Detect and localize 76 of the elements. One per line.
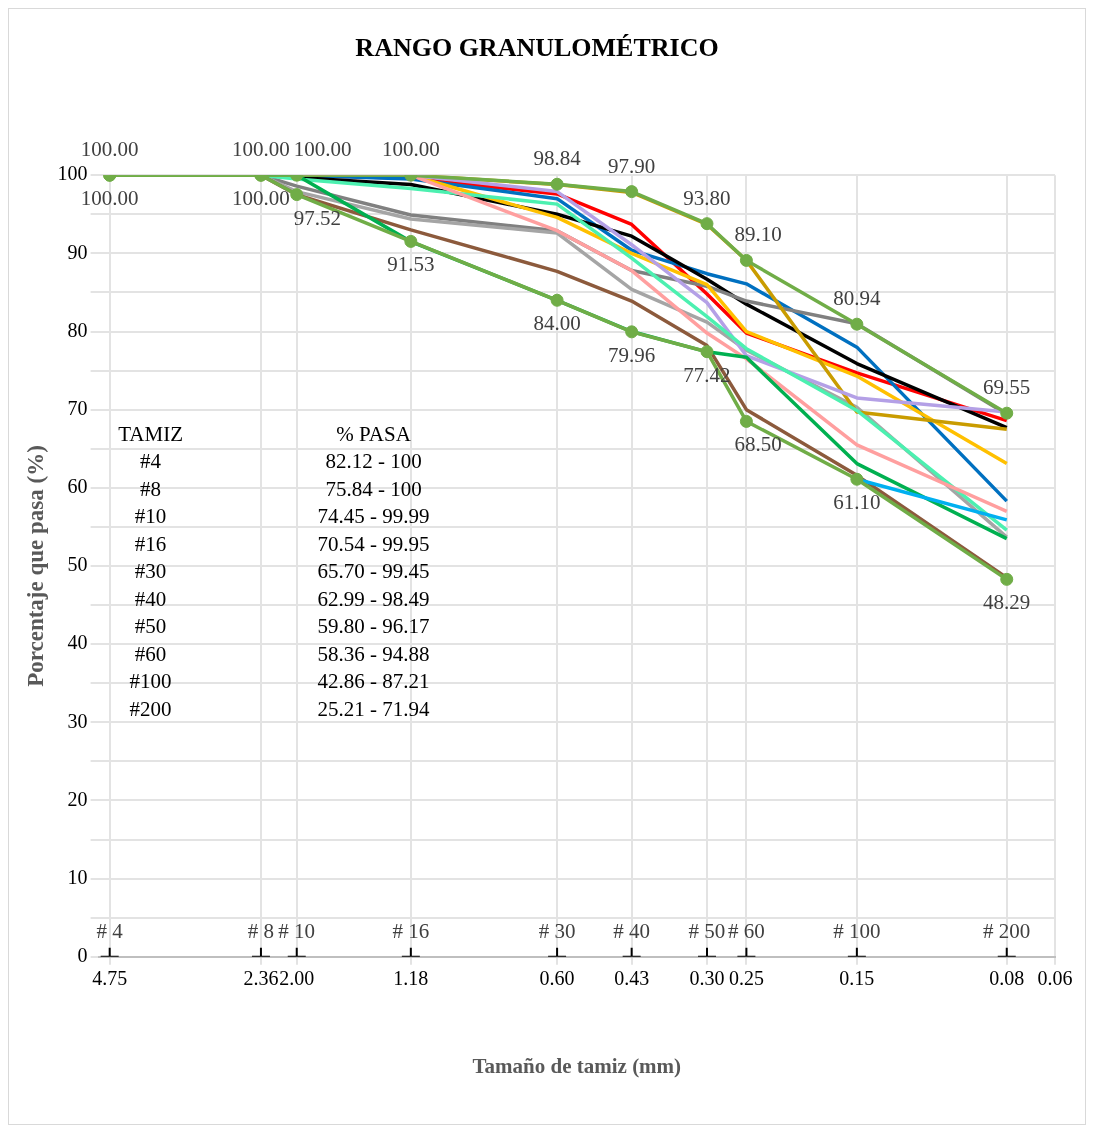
y-tick-label: 100 [57, 162, 88, 185]
annotation: #8 [140, 476, 162, 501]
data-label: 100.00 [232, 186, 290, 211]
annotation: # 4 [96, 918, 124, 943]
annotation: 42.86 - 87.21 [317, 669, 430, 694]
data-label: 80.94 [833, 286, 881, 311]
annotation: # 30 [538, 918, 576, 943]
data-label: 100.00 [381, 137, 440, 162]
x-tick-label: 0.25 [728, 967, 764, 990]
annotation: 25.21 - 71.94 [317, 696, 431, 721]
data-label: 97.52 [293, 205, 342, 230]
data-label: 84.00 [533, 311, 581, 336]
annotation: # 10 [278, 918, 316, 943]
x-tick-label: 0.43 [614, 967, 650, 990]
annotation: 59.80 - 96.17 [317, 614, 430, 639]
y-tick-label: 40 [67, 631, 88, 654]
data-label: 89.10 [734, 222, 782, 247]
y-tick-label: 80 [67, 318, 88, 341]
annotation: # 8 [247, 918, 275, 943]
annotation: 74.45 - 99.99 [317, 504, 430, 529]
y-tick-label: 30 [67, 709, 88, 732]
y-tick-label: 60 [67, 475, 88, 498]
chart-title: RANGO GRANULOMÉTRICO [355, 33, 719, 63]
annotation: #100 [129, 669, 172, 694]
annotation: 58.36 - 94.88 [317, 641, 430, 666]
annotation: #10 [134, 504, 167, 529]
x-axis-title: Tamaño de tamiz (mm) [472, 1053, 682, 1078]
data-label: 100.00 [80, 137, 139, 162]
data-label: 91.53 [387, 252, 435, 277]
annotation: #200 [129, 696, 172, 721]
x-tick-label: 0.15 [839, 967, 875, 990]
annotation: 62.99 - 98.49 [317, 586, 430, 611]
annotation: #50 [134, 614, 167, 639]
x-tick-label: 2.36 [243, 967, 279, 990]
y-tick-label: 50 [67, 553, 88, 576]
annotation: 70.54 - 99.95 [317, 531, 430, 556]
x-tick-label: 0.60 [539, 967, 575, 990]
annotation: # 60 [728, 918, 765, 943]
x-tick-label: 0.30 [689, 967, 725, 990]
y-tick-label: 0 [77, 944, 88, 967]
data-label: 97.90 [608, 153, 656, 178]
data-label: 79.96 [608, 342, 656, 367]
data-label: 98.84 [533, 146, 582, 171]
annotation: #4 [140, 449, 162, 474]
annotation: # 50 [688, 918, 726, 943]
annotation: #16 [134, 531, 167, 556]
annotation: #40 [134, 586, 167, 611]
y-tick-label: 10 [67, 865, 88, 888]
x-tick-label: 0.08 [989, 967, 1025, 990]
data-label: 61.10 [833, 490, 881, 515]
annotation: 65.70 - 99.45 [317, 559, 430, 584]
data-label: 100.00 [293, 137, 352, 162]
y-tick-label: 90 [67, 240, 88, 263]
annotation: # 200 [983, 918, 1031, 943]
annotation: # 100 [833, 918, 881, 943]
data-label: 69.55 [983, 375, 1031, 400]
annotation: 82.12 - 100 [325, 449, 422, 474]
data-label: 68.50 [734, 432, 782, 457]
annotation: #60 [134, 641, 167, 666]
x-tick-label: 4.75 [92, 967, 128, 990]
annotation: 75.84 - 100 [325, 476, 422, 501]
x-tick-label: 2.00 [279, 967, 315, 990]
data-label: 48.29 [983, 590, 1031, 615]
annotation: TAMIZ [118, 421, 184, 446]
x-tick-label: 1.18 [393, 967, 429, 990]
annotation: # 16 [392, 918, 430, 943]
data-label: 100.00 [232, 137, 290, 162]
data-label: 93.80 [683, 185, 731, 210]
y-tick-label: 20 [67, 787, 88, 810]
annotation: #30 [134, 559, 167, 584]
annotation: % PASA [336, 421, 412, 446]
y-tick-label: 70 [67, 396, 88, 419]
annotation: # 40 [613, 918, 651, 943]
x-tick-label: 0.06 [1037, 967, 1073, 990]
data-label: 100.00 [80, 186, 139, 211]
y-axis-title: Porcentaje que pasa (%) [22, 445, 48, 687]
